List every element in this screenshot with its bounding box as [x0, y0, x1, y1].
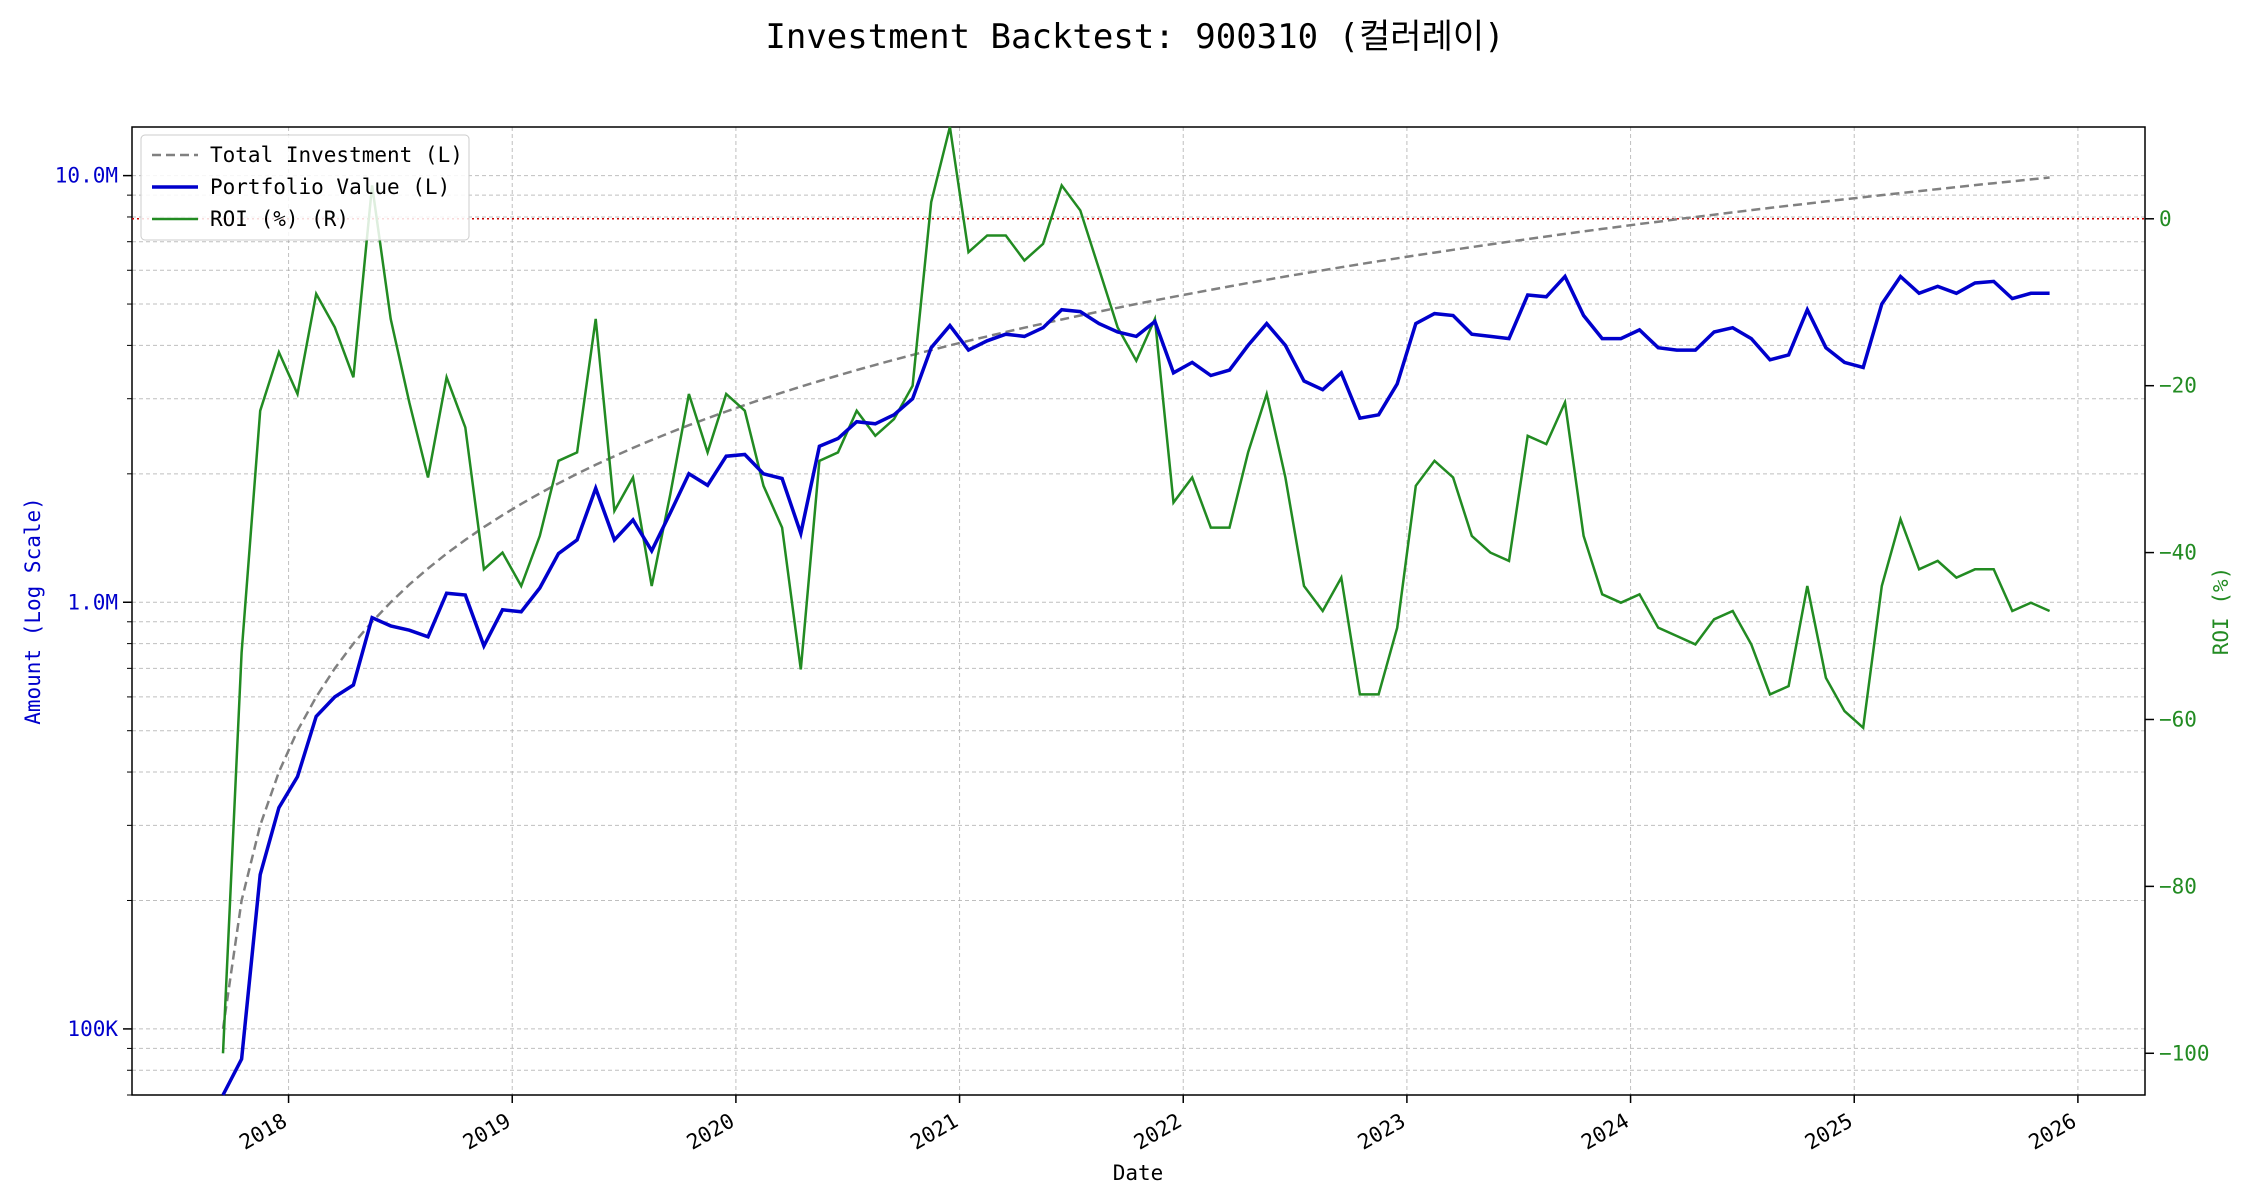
right-tick-label: −60 — [2159, 707, 2197, 731]
right-tick-label: −20 — [2159, 374, 2197, 398]
legend-label-roi: ROI (%) (R) — [210, 207, 349, 231]
series-roi-line — [221, 126, 2051, 1054]
plot-area-frame — [131, 126, 2146, 1096]
left-axis-ticks: 100K 1.0M 10.0M — [55, 164, 132, 1096]
left-tick-label: 10.0M — [55, 164, 118, 188]
series-total-investment-line — [221, 176, 2050, 1030]
legend-label-portfolio-value: Portfolio Value (L) — [210, 175, 450, 199]
right-tick-label: −100 — [2159, 1041, 2210, 1065]
x-axis-label: Date — [1113, 1161, 1164, 1185]
left-tick-label: 1.0M — [67, 590, 118, 614]
chart-title: Investment Backtest: 900310 (컬러레이) — [765, 17, 1504, 57]
right-tick-label: −80 — [2159, 874, 2197, 898]
right-tick-label: −40 — [2159, 541, 2197, 565]
right-axis-ticks: 0 −20 −40 −60 −80 −100 — [2145, 207, 2210, 1065]
legend-label-total-investment: Total Investment (L) — [210, 143, 463, 167]
series-portfolio-value-line — [221, 273, 2050, 1096]
legend-box — [140, 134, 470, 241]
right-tick-label: 0 — [2159, 207, 2172, 231]
right-axis-label: ROI (%) — [2209, 567, 2233, 656]
left-tick-label: 100K — [67, 1017, 118, 1041]
legend: Total Investment (L) Portfolio Value (L)… — [140, 134, 470, 241]
left-axis-label: Amount (Log Scale) — [21, 497, 45, 725]
